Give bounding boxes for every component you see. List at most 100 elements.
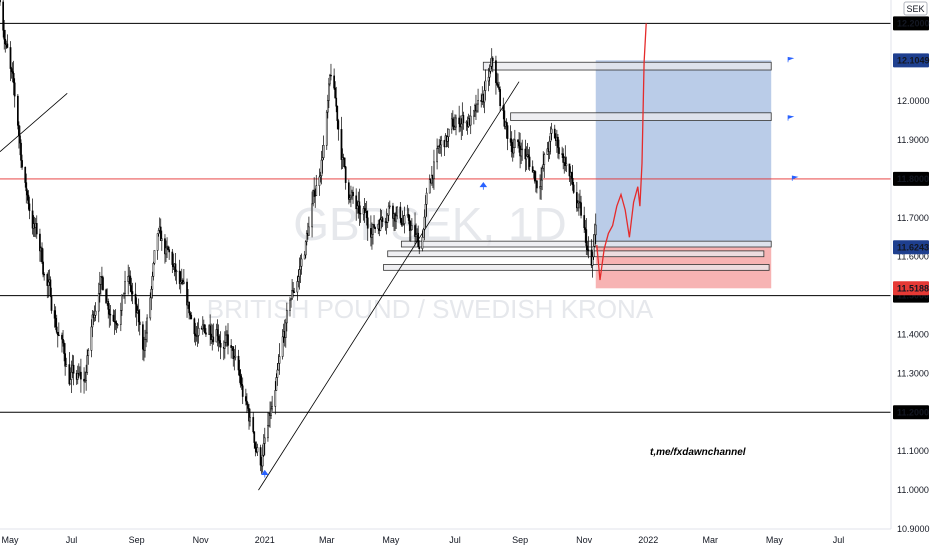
time-tick-label: May (382, 535, 400, 545)
candle-body (233, 357, 236, 359)
candle-body (232, 346, 235, 359)
price-label-text: 11.6243 (897, 242, 929, 252)
candle-body (299, 265, 302, 270)
candle-body (594, 224, 597, 236)
candle-body (300, 258, 303, 267)
candle-body (234, 355, 237, 358)
time-tick-label: Mar (703, 535, 719, 545)
price-label-badge (893, 53, 929, 68)
price-label-text: 12.1049 (897, 55, 930, 65)
candle-body (152, 263, 155, 277)
candle-body (586, 245, 589, 250)
candle-body (13, 82, 16, 97)
candle-body (577, 202, 579, 209)
candle-body (196, 335, 199, 337)
candle-body (61, 334, 63, 340)
candle-body (64, 353, 66, 367)
candle-body (186, 281, 188, 306)
candle-body (296, 281, 299, 293)
candle-body (321, 157, 324, 161)
candle-body (531, 166, 534, 173)
candle-body (340, 129, 343, 160)
candle-body (241, 385, 244, 397)
candle-body (568, 163, 571, 177)
candle-body (322, 145, 325, 158)
candle-body (570, 172, 573, 179)
candle-body (271, 406, 273, 410)
candle-body (491, 57, 494, 61)
price-tick-label: 11.6000 (897, 252, 929, 262)
candle-body (146, 317, 148, 334)
candle-body (193, 318, 196, 335)
candle-body (174, 263, 177, 272)
candle-body (248, 408, 250, 422)
candle-body (24, 166, 27, 183)
candle-body (571, 177, 574, 186)
candle-body (190, 314, 193, 320)
candle-body (43, 273, 45, 276)
candle-body (381, 217, 384, 222)
candle-body (396, 206, 399, 217)
time-tick-label: Jul (833, 535, 845, 545)
candle-body (55, 326, 58, 333)
candle-body (320, 159, 323, 177)
candle-body (10, 68, 13, 72)
candle-body (439, 144, 442, 148)
candle-body (201, 324, 204, 330)
profit-zone (595, 60, 772, 248)
price-label-badge (893, 16, 929, 31)
candle-body (102, 277, 104, 290)
candle-body (76, 373, 79, 380)
candle-body (240, 384, 243, 387)
candle-body (550, 128, 553, 134)
candle-body (510, 142, 513, 152)
level-box (387, 250, 765, 258)
candle-body (121, 294, 123, 311)
candle-body (46, 274, 49, 286)
candle-body (520, 149, 523, 157)
candle-body (395, 215, 397, 222)
candle-body (57, 334, 60, 337)
candle-body (365, 211, 368, 219)
candle-body (487, 76, 490, 82)
candle-body (305, 232, 308, 242)
candle-body (462, 115, 465, 124)
currency-badge[interactable] (903, 1, 928, 16)
candle-body (145, 332, 147, 340)
candle-body (536, 180, 538, 189)
candle-body (278, 356, 281, 364)
candle-body (407, 214, 410, 221)
currency-label: SEK (906, 4, 924, 14)
candle-body (135, 303, 138, 314)
candle-body (312, 190, 314, 205)
candle-body (540, 179, 542, 187)
watermark-description: BRITISH POUND / SWEDISH KRONA (207, 294, 654, 324)
price-label-badge (893, 405, 929, 420)
candle-body (517, 139, 519, 143)
candle-body (2, 1, 5, 31)
candle-body (343, 157, 346, 168)
candle-body (291, 290, 293, 300)
candle-body (144, 339, 146, 351)
candle-body (285, 310, 288, 324)
candle-body (28, 203, 31, 212)
time-tick-label: Sep (129, 535, 145, 545)
candle-body (165, 247, 167, 255)
candle-body (175, 270, 178, 273)
candle-body (263, 437, 266, 444)
candle-body (430, 174, 433, 184)
candle-body (347, 182, 350, 200)
candle-body (579, 201, 581, 203)
candle-body (69, 379, 72, 385)
candle-body (541, 167, 544, 181)
candle-body (326, 100, 329, 113)
price-label-badge (893, 240, 929, 255)
candle-body (218, 340, 221, 344)
price-label-badge (893, 281, 929, 296)
candle-body (281, 336, 284, 357)
candle-body (421, 236, 424, 250)
candle-body (422, 229, 425, 238)
position-zones (595, 60, 772, 289)
horizontal-levels (0, 22, 891, 413)
candle-body (591, 256, 594, 266)
